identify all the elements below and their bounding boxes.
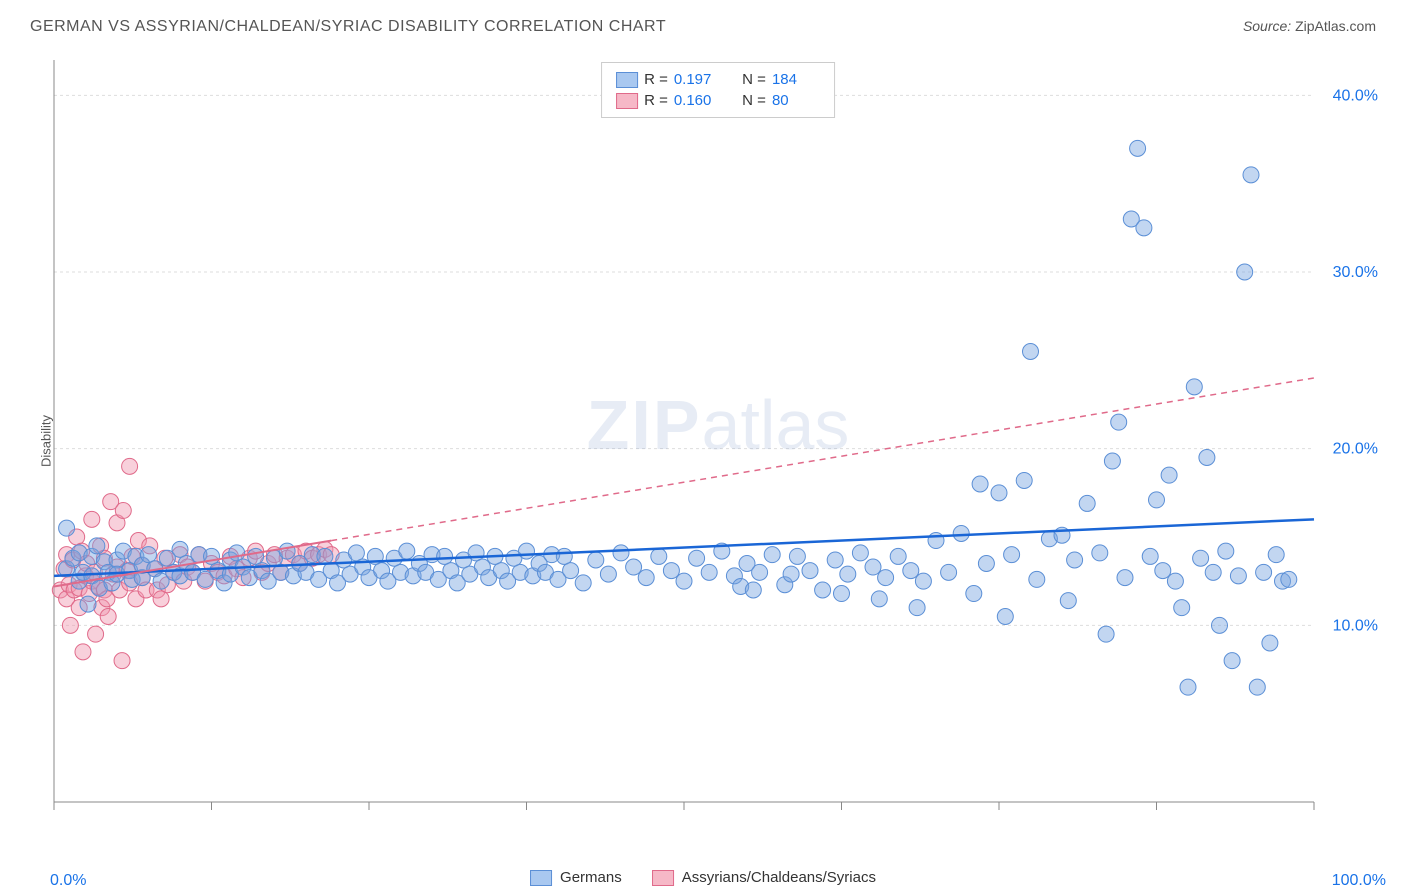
svg-text:30.0%: 30.0% <box>1333 264 1378 281</box>
legend-r-label: R = <box>644 71 668 88</box>
series-legend: Germans Assyrians/Chaldeans/Syriacs <box>530 869 876 886</box>
x-axis-max: 100.0% <box>1332 872 1386 890</box>
x-axis-min: 0.0% <box>50 872 86 890</box>
chart-area: Disability ZIPatlas 10.0%20.0%30.0%40.0%… <box>50 50 1386 832</box>
legend-label: Assyrians/Chaldeans/Syriacs <box>682 869 876 886</box>
chart-title: GERMAN VS ASSYRIAN/CHALDEAN/SYRIAC DISAB… <box>30 18 666 36</box>
legend-label: Germans <box>560 869 622 886</box>
y-axis-label: Disability <box>39 415 54 467</box>
legend-swatch <box>530 870 552 886</box>
legend-row: R = 0.160 N = 80 <box>616 90 820 111</box>
source-label: Source: <box>1243 18 1291 34</box>
correlation-legend: R = 0.197 N = 184 R = 0.160 N = 80 <box>601 62 835 118</box>
source-value: ZipAtlas.com <box>1295 18 1376 34</box>
legend-swatch <box>652 870 674 886</box>
svg-text:40.0%: 40.0% <box>1333 87 1378 104</box>
legend-n-value: 184 <box>772 71 820 88</box>
chart-svg: 10.0% 20.0% 30.0% 40.0% <box>50 50 1386 832</box>
legend-r-value: 0.160 <box>674 92 722 109</box>
legend-item: Assyrians/Chaldeans/Syriacs <box>652 869 876 886</box>
svg-text:20.0%: 20.0% <box>1333 441 1378 458</box>
legend-n-label: N = <box>742 92 766 109</box>
svg-text:10.0%: 10.0% <box>1333 617 1378 634</box>
legend-item: Germans <box>530 869 622 886</box>
legend-r-value: 0.197 <box>674 71 722 88</box>
source-attribution: Source: ZipAtlas.com <box>1243 18 1376 34</box>
legend-n-value: 80 <box>772 92 820 109</box>
legend-r-label: R = <box>644 92 668 109</box>
legend-swatch <box>616 93 638 109</box>
legend-swatch <box>616 72 638 88</box>
legend-n-label: N = <box>742 71 766 88</box>
legend-row: R = 0.197 N = 184 <box>616 69 820 90</box>
